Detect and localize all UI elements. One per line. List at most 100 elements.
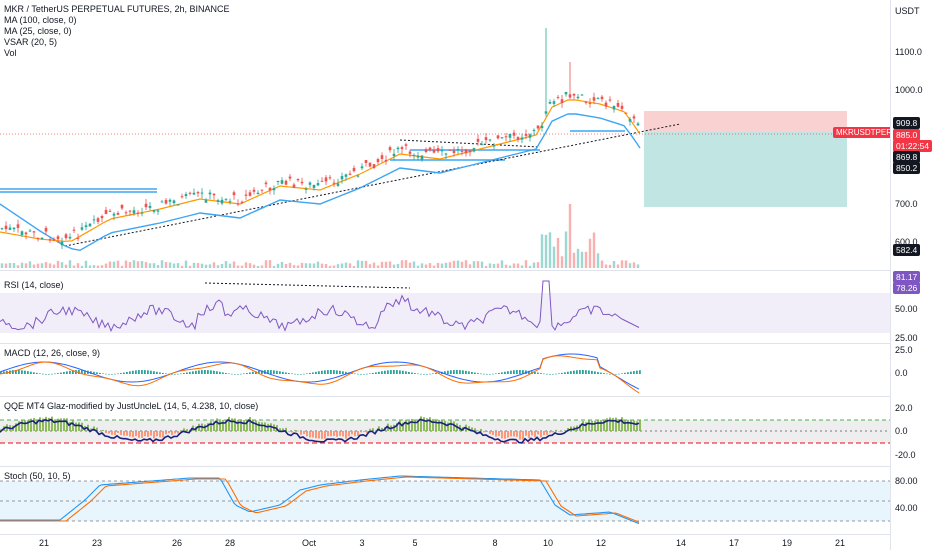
candle-body xyxy=(576,96,580,99)
time-tick: Oct xyxy=(301,538,317,548)
qqe-histogram-bar xyxy=(138,431,140,438)
volume-bar xyxy=(620,260,624,268)
qqe-tick: 20.0 xyxy=(895,403,913,413)
volume-bar xyxy=(416,265,420,268)
ma100-legend[interactable]: MA (100, close, 0) xyxy=(4,15,77,25)
qqe-histogram-bar xyxy=(51,416,53,431)
candle-body xyxy=(284,180,288,185)
stoch-d-line xyxy=(0,476,640,523)
candle-body xyxy=(332,182,336,184)
candle-body xyxy=(612,105,616,110)
candle-body xyxy=(560,99,564,103)
volume-bar xyxy=(260,265,264,268)
volume-bar xyxy=(180,265,184,268)
qqe-histogram-bar xyxy=(549,431,551,433)
qqe-histogram-bar xyxy=(234,418,236,431)
candle-body xyxy=(32,231,36,233)
time-tick: 8 xyxy=(492,538,498,548)
macd-histogram-bar xyxy=(36,372,38,374)
volume-bar xyxy=(40,263,44,268)
volume-bar xyxy=(72,265,76,268)
volume-bar xyxy=(496,263,500,268)
candle-body xyxy=(632,116,636,119)
qqe-histogram-bar xyxy=(99,431,101,432)
candle-body xyxy=(264,182,268,185)
macd-histogram-bar xyxy=(228,373,230,375)
macd-histogram-bar xyxy=(129,371,131,374)
qqe-histogram-bar xyxy=(588,420,590,431)
pane-separator[interactable] xyxy=(0,343,890,344)
pane-separator[interactable] xyxy=(0,396,890,397)
stoch-legend[interactable]: Stoch (50, 10, 5) xyxy=(4,471,71,481)
volume-bar xyxy=(524,260,528,268)
qqe-histogram-bar xyxy=(120,431,122,435)
macd-histogram-bar xyxy=(591,370,593,374)
pane-separator[interactable] xyxy=(0,466,890,467)
volume-bar xyxy=(532,262,536,268)
qqe-legend[interactable]: QQE MT4 Glaz-modified by JustUncleL (14,… xyxy=(4,401,259,411)
qqe-histogram-bar xyxy=(486,431,488,432)
symbol-title[interactable]: MKR / TetherUS PERPETUAL FUTURES, 2h, BI… xyxy=(4,4,230,14)
chart-canvas[interactable] xyxy=(0,0,890,534)
volume-bar xyxy=(464,260,468,268)
volume-bar xyxy=(300,262,304,268)
volume-bar xyxy=(104,263,108,268)
qqe-histogram-bar xyxy=(399,419,401,431)
main-legend: MKR / TetherUS PERPETUAL FUTURES, 2h, BI… xyxy=(4,4,230,59)
macd-histogram-bar xyxy=(561,372,563,374)
macd-histogram-bar xyxy=(171,373,173,375)
qqe-histogram-bar xyxy=(498,431,500,437)
qqe-histogram-bar xyxy=(291,431,293,433)
qqe-histogram-bar xyxy=(528,431,530,439)
qqe-histogram-bar xyxy=(252,419,254,431)
macd-histogram-bar xyxy=(231,373,233,375)
volume-bar xyxy=(220,263,224,268)
macd-histogram-bar xyxy=(162,372,164,374)
candle-body xyxy=(444,153,448,155)
qqe-histogram-bar xyxy=(438,419,440,431)
rsi-tick: 25.00 xyxy=(895,333,918,343)
macd-histogram-bar xyxy=(576,370,578,374)
candle-body xyxy=(628,119,632,122)
qqe-histogram-bar xyxy=(594,420,596,431)
rsi-legend[interactable]: RSI (14, close) xyxy=(4,280,64,290)
pane-separator[interactable] xyxy=(0,270,890,271)
candle-body xyxy=(132,210,136,214)
vsar-legend[interactable]: VSAR (20, 5) xyxy=(4,37,58,47)
volume-bar xyxy=(536,262,540,268)
volume-legend[interactable]: Vol xyxy=(4,48,17,58)
time-axis[interactable]: 21 23 26 28 Oct 3 5 8 10 12 14 17 19 21 xyxy=(0,534,890,551)
volume-bar xyxy=(468,264,472,268)
volume-bar xyxy=(376,265,380,268)
volume-bar xyxy=(336,264,340,268)
candle-body xyxy=(128,210,132,212)
volume-bar xyxy=(192,262,196,268)
macd-histogram-bar xyxy=(351,373,353,374)
price-tick: 1100.0 xyxy=(895,47,922,57)
macd-histogram-bar xyxy=(225,372,227,374)
macd-legend[interactable]: MACD (12, 26, close, 9) xyxy=(4,348,101,358)
macd-histogram-bar xyxy=(546,373,548,375)
macd-histogram-bar xyxy=(369,373,371,375)
candle-body xyxy=(176,204,180,206)
macd-histogram-bar xyxy=(255,371,257,374)
candle-body xyxy=(84,225,88,228)
macd-histogram-bar xyxy=(522,370,524,374)
volume-bar xyxy=(4,263,8,268)
candle-body xyxy=(596,98,600,100)
qqe-histogram-bar xyxy=(240,419,242,431)
chart-area[interactable]: MKR / TetherUS PERPETUAL FUTURES, 2h, BI… xyxy=(0,0,901,534)
qqe-histogram-bar xyxy=(507,431,509,438)
macd-histogram-bar xyxy=(135,370,137,374)
volume-bar xyxy=(404,260,408,268)
candle-body xyxy=(196,192,200,194)
qqe-histogram-bar xyxy=(321,431,323,439)
macd-histogram-bar xyxy=(252,371,254,374)
macd-histogram-bar xyxy=(147,370,149,374)
candle-body xyxy=(168,199,172,202)
ma25-legend[interactable]: MA (25, close, 0) xyxy=(4,26,72,36)
candle-body xyxy=(600,96,604,100)
qqe-histogram-bar xyxy=(372,428,374,431)
candle-body xyxy=(324,177,328,182)
qqe-histogram-bar xyxy=(444,420,446,431)
